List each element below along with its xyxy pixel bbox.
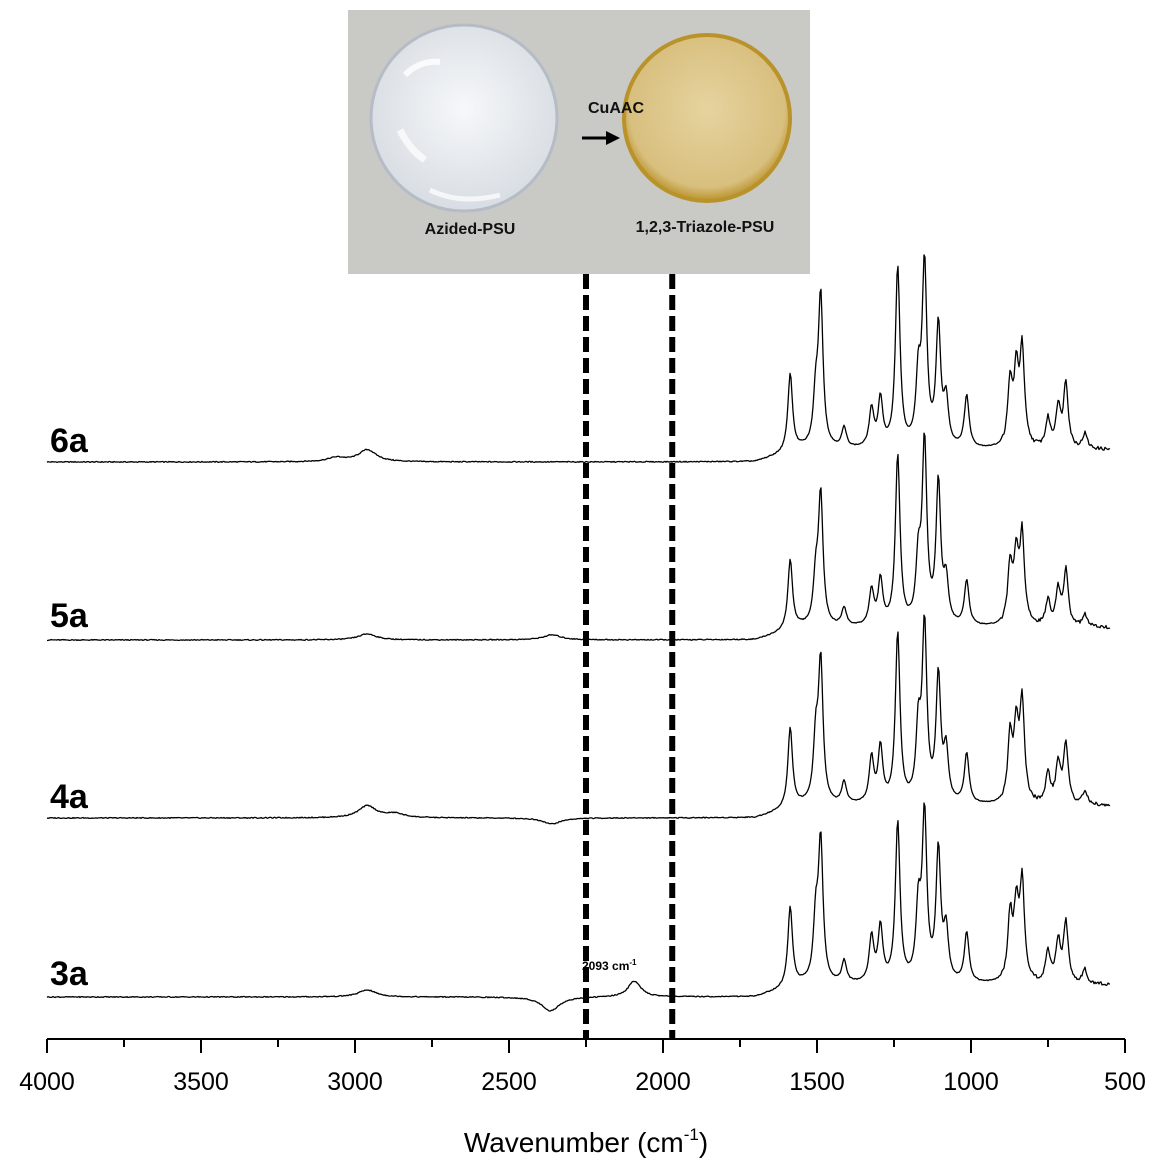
x-tick-label: 4000 bbox=[19, 1068, 75, 1096]
x-tick-label: 3500 bbox=[173, 1068, 229, 1096]
x-axis-label-close: ) bbox=[699, 1127, 708, 1158]
arrow-label: CuAAC bbox=[588, 100, 644, 117]
x-axis-label-text: Wavenumber (cm bbox=[464, 1127, 684, 1158]
spectrum-line-3a bbox=[46, 802, 1111, 1012]
left-disc-label: Azided-PSU bbox=[425, 221, 516, 238]
x-axis-label-sup: -1 bbox=[684, 1125, 699, 1144]
x-tick-label: 1500 bbox=[789, 1068, 845, 1096]
azided-psu-disc bbox=[369, 23, 559, 213]
azide-peak-annotation: 2093 cm-1 bbox=[582, 958, 637, 973]
x-tick-label: 2500 bbox=[481, 1068, 537, 1096]
x-axis: 4000 3500 3000 2500 2000 1500 1000 500 bbox=[19, 1038, 1146, 1096]
x-tick-label: 1000 bbox=[943, 1068, 999, 1096]
series-label-4a: 4a bbox=[50, 778, 89, 816]
photo-inset: CuAAC Azided-PSU 1,2,3-Triazole-PSU bbox=[348, 10, 810, 274]
reaction-arrow bbox=[582, 131, 620, 145]
series-label-3a: 3a bbox=[50, 955, 89, 993]
spectra-traces bbox=[46, 254, 1111, 1012]
spectrum-line-6a bbox=[46, 254, 1111, 464]
right-disc-label: 1,2,3-Triazole-PSU bbox=[636, 219, 775, 236]
annotation-text: 2093 cm bbox=[582, 959, 629, 973]
x-tick-label: 500 bbox=[1104, 1068, 1146, 1096]
series-label-6a: 6a bbox=[50, 422, 89, 460]
dashed-markers bbox=[583, 274, 676, 1039]
spectrum-line-4a bbox=[46, 614, 1111, 825]
x-tick-label: 3000 bbox=[327, 1068, 383, 1096]
series-labels: 6a 5a 4a 3a bbox=[50, 422, 89, 993]
x-tick-label: 2000 bbox=[635, 1068, 691, 1096]
x-axis-label: Wavenumber (cm-1) bbox=[464, 1125, 708, 1158]
annotation-sup: -1 bbox=[629, 958, 637, 967]
series-label-5a: 5a bbox=[50, 597, 89, 635]
spectrum-line-5a bbox=[46, 432, 1111, 642]
triazole-psu-disc bbox=[622, 33, 792, 203]
